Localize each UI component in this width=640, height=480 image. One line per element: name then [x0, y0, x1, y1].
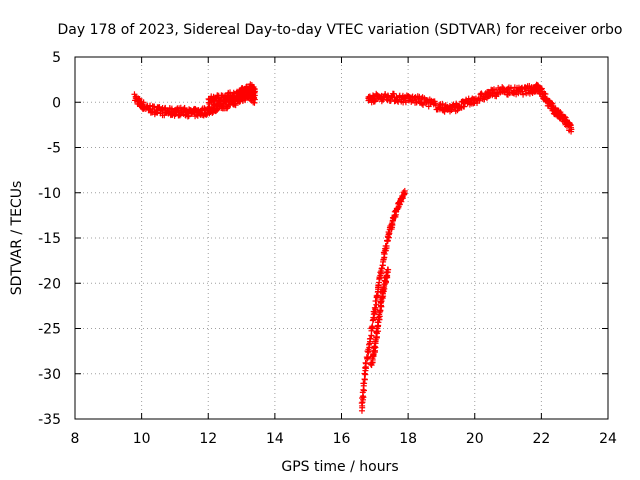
data-point — [388, 221, 395, 228]
x-tick-label: 18 — [399, 431, 417, 447]
data-point — [383, 242, 390, 249]
data-point — [402, 99, 409, 106]
data-point — [373, 301, 380, 308]
data-point — [367, 335, 374, 342]
data-point — [140, 99, 147, 106]
data-point — [382, 91, 389, 98]
y-tick-label: -30 — [38, 367, 61, 383]
data-point — [377, 307, 384, 314]
data-point — [232, 102, 239, 109]
data-point — [371, 98, 378, 105]
x-axis-title: GPS time / hours — [281, 459, 398, 475]
data-point — [184, 113, 191, 120]
data-point — [490, 86, 497, 93]
data-point — [242, 97, 249, 104]
x-tick-label: 22 — [532, 431, 550, 447]
data-point — [401, 187, 408, 194]
y-tick-label: 0 — [52, 95, 61, 111]
data-point — [365, 341, 372, 348]
data-point — [394, 97, 401, 104]
data-point — [369, 323, 376, 330]
data-point — [520, 91, 527, 98]
y-tick-label: -5 — [47, 141, 61, 157]
data-point — [461, 103, 468, 110]
data-point — [378, 265, 385, 272]
x-tick-label: 20 — [466, 431, 484, 447]
data-point — [394, 205, 401, 212]
data-point — [485, 93, 492, 100]
grid-layer — [75, 57, 608, 419]
y-tick-label: 5 — [52, 50, 61, 66]
data-point — [362, 364, 369, 371]
x-tick-label: 24 — [599, 431, 617, 447]
data-point — [372, 298, 379, 305]
x-tick-label: 16 — [333, 431, 351, 447]
data-point — [365, 346, 372, 353]
data-point — [568, 126, 575, 133]
y-tick-label: -25 — [38, 322, 61, 338]
data-point — [151, 103, 158, 110]
data-points — [131, 81, 575, 414]
data-point — [380, 258, 387, 265]
data-point — [251, 88, 258, 95]
data-point — [453, 100, 460, 107]
data-point — [425, 103, 432, 110]
data-point — [385, 266, 392, 273]
data-point — [386, 230, 393, 237]
data-point — [203, 111, 210, 118]
y-tick-label: -10 — [38, 186, 61, 202]
data-point — [566, 121, 573, 128]
x-tick-label: 8 — [71, 431, 80, 447]
data-point — [176, 112, 183, 119]
y-tick-label: -35 — [38, 412, 61, 428]
data-point — [361, 376, 368, 383]
data-point — [365, 354, 372, 361]
x-tick-label: 14 — [266, 431, 284, 447]
data-point — [377, 269, 384, 276]
data-point — [439, 100, 446, 107]
data-point — [373, 292, 380, 299]
y-axis-title: SDTVAR / TECUs — [9, 181, 25, 296]
chart-title: Day 178 of 2023, Sidereal Day-to-day VTE… — [58, 22, 623, 38]
plot-frame — [74, 56, 609, 420]
tick-layer: 8 10 12 14 16 18 20 22 24 5 0 -5 -10 -15 -20 -25 -30 -35 — [38, 50, 617, 447]
data-point — [376, 313, 383, 320]
data-point — [251, 96, 258, 103]
x-tick-label: 12 — [199, 431, 217, 447]
data-point — [358, 400, 365, 407]
data-point — [361, 370, 368, 377]
y-tick-label: -15 — [38, 231, 61, 247]
data-point — [168, 105, 175, 112]
data-point — [389, 220, 396, 227]
data-point — [390, 90, 397, 97]
y-tick-label: -20 — [38, 276, 61, 292]
data-point — [372, 304, 379, 311]
x-tick-label: 10 — [133, 431, 151, 447]
